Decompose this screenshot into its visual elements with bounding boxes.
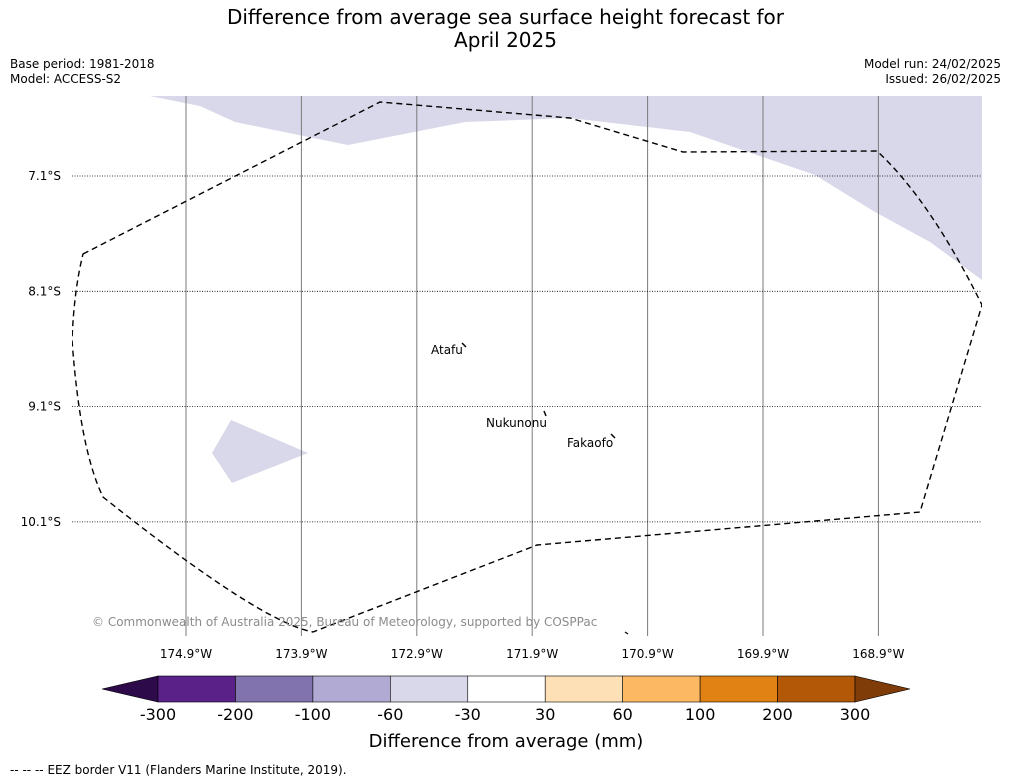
place-atafu: Atafu bbox=[431, 343, 463, 357]
lat-label: 7.1°S bbox=[28, 169, 61, 183]
colorbar-tick: -200 bbox=[217, 705, 253, 724]
colorbar-title: Difference from average (mm) bbox=[369, 731, 644, 752]
eez-border bbox=[72, 101, 982, 633]
anomaly-region-west bbox=[212, 420, 308, 483]
fakaofo-island bbox=[610, 433, 616, 439]
small-island-south bbox=[624, 631, 629, 635]
colorbar-tick: 60 bbox=[612, 705, 632, 724]
colorbar-swatch bbox=[544, 675, 623, 703]
lon-label: 170.9°W bbox=[621, 647, 673, 661]
colorbar-swatch bbox=[777, 675, 856, 703]
title-line-2: April 2025 bbox=[454, 28, 557, 52]
chart-title: Difference from average sea surface heig… bbox=[0, 6, 1011, 52]
meta-right: Model run: 24/02/2025 Issued: 26/02/2025 bbox=[864, 57, 1001, 87]
colorbar-swatch bbox=[467, 675, 546, 703]
lon-label: 173.9°W bbox=[275, 647, 327, 661]
colorbar-swatch bbox=[699, 675, 778, 703]
longitude-labels: 174.9°W 173.9°W 172.9°W 171.9°W 170.9°W … bbox=[160, 647, 905, 661]
latitude-labels: 7.1°S 8.1°S 9.1°S 10.1°S bbox=[21, 169, 61, 529]
lon-label: 169.9°W bbox=[737, 647, 789, 661]
lon-label: 171.9°W bbox=[506, 647, 558, 661]
footer-legend: -- -- -- EEZ border V11 (Flanders Marine… bbox=[10, 763, 347, 777]
meridian-lines bbox=[185, 96, 879, 636]
colorbar-tick: -60 bbox=[377, 705, 403, 724]
lat-label: 8.1°S bbox=[28, 284, 61, 298]
parallel-lines bbox=[72, 175, 982, 523]
meta-left: Base period: 1981-2018 Model: ACCESS-S2 bbox=[10, 57, 155, 87]
colorbar-ticks: -300 -200 -100 -60 -30 30 60 100 200 300 bbox=[140, 705, 870, 724]
anomaly-region-north bbox=[150, 96, 982, 280]
model-run: Model run: 24/02/2025 bbox=[863, 57, 1001, 71]
base-period: Base period: 1981-2018 bbox=[10, 57, 155, 71]
colorbar-tick: -100 bbox=[295, 705, 331, 724]
atafu-island bbox=[461, 342, 467, 348]
colorbar-tick: 300 bbox=[840, 705, 871, 724]
place-fakaofo: Fakaofo bbox=[567, 436, 613, 450]
colorbar bbox=[101, 675, 911, 703]
colorbar-extend-low bbox=[101, 675, 159, 703]
colorbar-tick: 200 bbox=[762, 705, 793, 724]
issued-date: Issued: 26/02/2025 bbox=[885, 72, 1001, 86]
colorbar-tick: 30 bbox=[535, 705, 555, 724]
eez-legend-symbol: -- -- -- bbox=[10, 763, 44, 777]
place-nukunonu: Nukunonu bbox=[486, 416, 547, 430]
copyright-text: © Commonwealth of Australia 2025, Bureau… bbox=[92, 615, 597, 629]
lon-label: 168.9°W bbox=[852, 647, 904, 661]
lon-label: 172.9°W bbox=[391, 647, 443, 661]
colorbar-tick: -30 bbox=[455, 705, 481, 724]
colorbar-extend-high bbox=[854, 675, 911, 703]
eez-legend-text: EEZ border V11 (Flanders Marine Institut… bbox=[47, 763, 347, 777]
lon-label: 174.9°W bbox=[160, 647, 212, 661]
lat-label: 10.1°S bbox=[21, 515, 61, 529]
colorbar-tick: -300 bbox=[140, 705, 176, 724]
colorbar-swatch bbox=[157, 675, 236, 703]
colorbar-tick: 100 bbox=[685, 705, 716, 724]
lat-label: 9.1°S bbox=[28, 400, 61, 414]
map-area bbox=[72, 96, 982, 636]
colorbar-swatch bbox=[390, 675, 469, 703]
colorbar-swatch bbox=[235, 675, 314, 703]
nukunonu-island bbox=[543, 410, 547, 417]
colorbar-swatch bbox=[312, 675, 391, 703]
model-name: Model: ACCESS-S2 bbox=[10, 72, 122, 86]
colorbar-swatch bbox=[622, 675, 701, 703]
title-line-1: Difference from average sea surface heig… bbox=[226, 5, 785, 29]
